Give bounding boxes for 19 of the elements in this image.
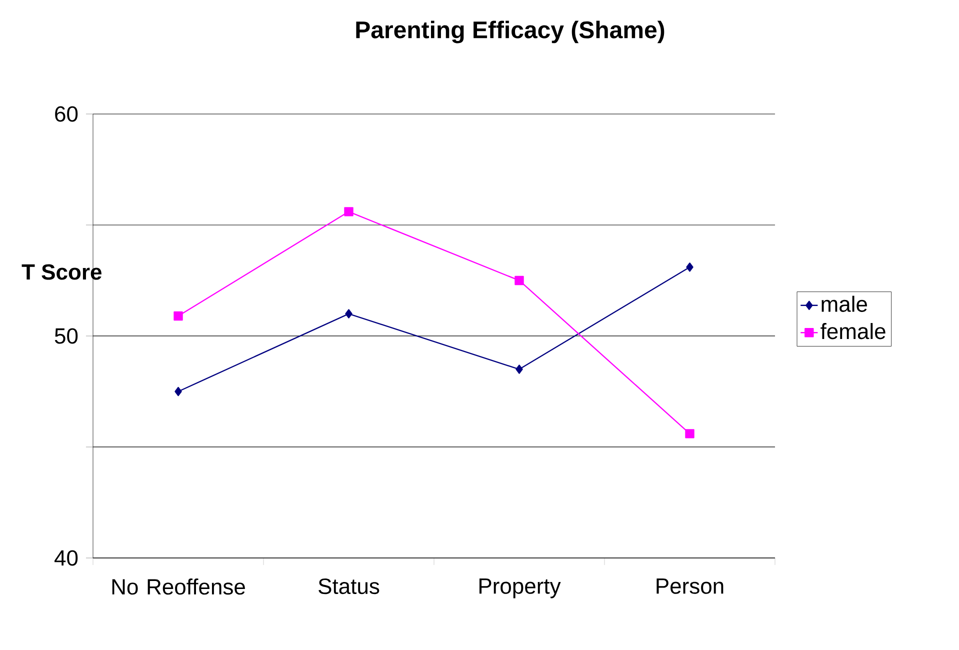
point	[344, 207, 354, 216]
y-tick-label: 60	[55, 106, 78, 122]
x-tick-label: No Reoffense	[112, 578, 245, 595]
x-tick-label: Property	[479, 578, 561, 598]
y-tick-label: 50	[54, 328, 78, 344]
point	[345, 309, 352, 318]
legend-label: male	[822, 296, 867, 312]
point	[514, 276, 524, 286]
point	[685, 429, 694, 438]
point	[174, 311, 183, 321]
point	[174, 386, 182, 396]
chart-title: Parenting Efficacy (Shame)	[356, 20, 664, 44]
x-tick-label: Status	[318, 578, 380, 594]
y-axis-title: T Score	[22, 264, 102, 280]
y-tick-label: 40	[54, 550, 78, 566]
point	[516, 364, 523, 374]
legend-label: female	[820, 323, 886, 340]
x-tick-label: Person	[656, 578, 724, 594]
point	[686, 262, 694, 272]
